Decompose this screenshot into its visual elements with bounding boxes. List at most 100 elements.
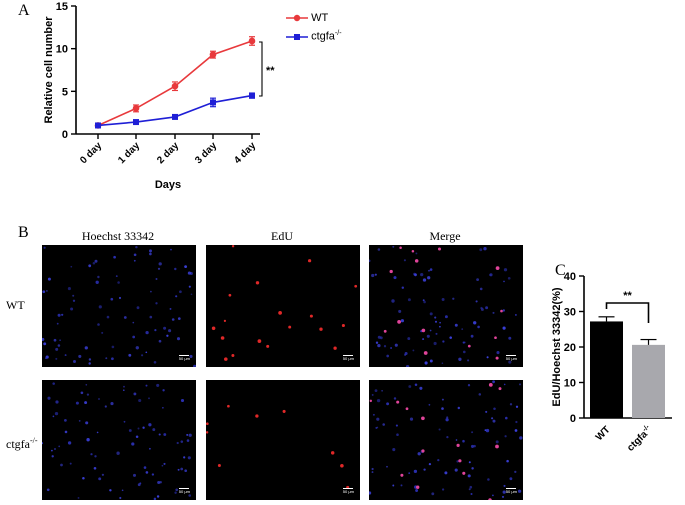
nucleus-dot [477,325,480,329]
nucleus-dot [441,488,445,491]
nucleus-dot [369,491,372,495]
y-tick-label: 30 [564,307,576,319]
nucleus-dot [503,280,505,283]
nucleus-dot [64,419,67,422]
nucleus-dot [42,290,46,294]
nucleus-dot [493,407,496,410]
nucleus-dot [78,354,82,358]
row-label-ctgfa-superscript: -/- [29,436,38,445]
nucleus-dot [156,495,160,498]
nucleus-dot [151,473,155,476]
nucleus-dot [121,489,124,492]
nucleus-dot [422,338,425,341]
nucleus-dot [495,440,499,444]
nucleus-dot [503,268,508,272]
data-point [132,105,140,112]
nucleus-dot [461,328,464,330]
nucleus-dot [442,340,445,343]
nucleus-dot [377,335,381,339]
nucleus-dot [180,467,184,471]
nucleus-dot [135,346,139,350]
edu-positive-dot [414,259,419,263]
nucleus-dot [73,360,76,363]
nucleus-dot [484,429,487,432]
nucleus-dot [145,351,148,354]
edu-positive-dot [330,451,335,455]
nucleus-dot [507,276,511,280]
nucleus-dot [136,306,140,310]
nucleus-dot [175,295,178,298]
edu-positive-dot [278,311,282,315]
nucleus-dot [135,245,138,249]
nucleus-dot [133,259,136,262]
nucleus-dot [504,435,507,438]
scale-bar-text: 50 μm [505,356,517,361]
significance-bracket [605,302,650,323]
edu-positive-dot [462,471,466,475]
edu-positive-dot [495,444,499,449]
nucleus-dot [468,488,471,491]
x-tick-label: 0 day [78,140,104,166]
micrograph-ctgfa-merge: 50 μm [369,380,523,500]
scale-bar-text: 50 μm [342,356,354,361]
edu-positive-dot [500,309,503,313]
x-tick-label: 3 day [193,140,219,166]
nucleus-dot [446,416,449,419]
nucleus-dot [426,334,430,338]
nucleus-dot [509,403,513,406]
nucleus-dot [398,309,402,313]
edu-positive-dot [231,245,235,248]
nucleus-dot [117,281,120,284]
nucleus-dot [514,429,518,432]
nucleus-dot [376,417,380,421]
nucleus-dot [158,339,162,343]
nucleus-dot [446,435,449,439]
nucleus-dot [132,335,136,339]
nucleus-dot [123,316,127,319]
nucleus-dot [386,354,390,358]
nucleus-dot [145,384,148,387]
nucleus-dot [480,306,483,310]
nucleus-dot [149,249,152,253]
scale-bar-text: 50 μm [342,489,354,494]
scale-bar: 50 μm [343,355,354,361]
nucleus-dot [485,306,489,310]
edu-positive-dot [423,351,428,355]
nucleus-dot [105,357,108,360]
nucleus-dot [96,431,99,434]
nucleus-dot [473,321,477,325]
nucleus-dot [156,383,160,387]
nucleus-dot [508,336,512,340]
nucleus-dot [503,484,506,487]
row-label-ctgfa: ctgfa-/- [6,436,38,452]
scale-bar: 50 μm [179,355,190,361]
nucleus-dot [395,424,398,427]
edu-positive-dot [224,357,228,361]
nucleus-dot [162,389,165,392]
nucleus-dot [374,389,378,393]
nucleus-dot [427,276,431,280]
edu-positive-dot [309,314,313,318]
nucleus-dot [177,317,181,320]
nucleus-dot [408,472,411,474]
nucleus-dot [64,354,67,357]
y-tick-label: 10 [564,378,576,390]
nucleus-dot [485,428,490,433]
nucleus-dot [80,391,84,395]
series-line [97,94,253,127]
nucleus-dot [131,442,135,446]
edu-positive-dot [255,281,260,285]
nucleus-dot [110,402,114,406]
nucleus-dot [177,468,180,471]
y-tick-label: 10 [56,44,68,56]
nucleus-dot [509,477,513,481]
nucleus-dot [515,420,518,424]
nucleus-dot [377,343,381,348]
edu-positive-dot [206,422,209,426]
nucleus-dot [449,336,452,339]
edu-positive-dot [228,293,232,297]
legend-ctgfa-label: ctgfa [311,30,335,43]
nucleus-dot [149,447,151,450]
nucleus-dot [149,252,152,256]
nucleus-dot [478,393,482,396]
